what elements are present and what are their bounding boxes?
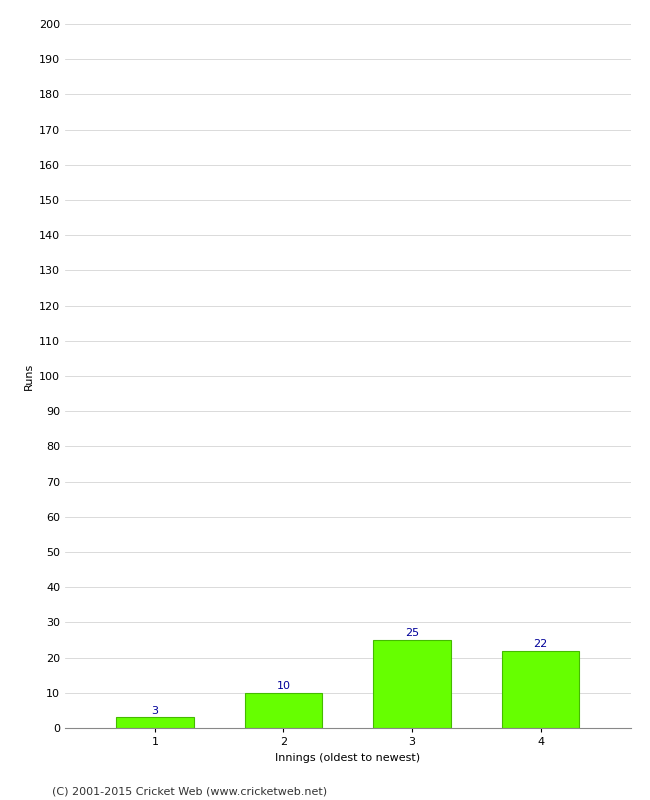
Y-axis label: Runs: Runs: [23, 362, 33, 390]
Text: 22: 22: [534, 638, 548, 649]
Bar: [116, 718, 194, 728]
Bar: [374, 640, 450, 728]
Text: 10: 10: [276, 681, 291, 691]
Text: 3: 3: [151, 706, 159, 716]
Text: (C) 2001-2015 Cricket Web (www.cricketweb.net): (C) 2001-2015 Cricket Web (www.cricketwe…: [52, 786, 327, 796]
Bar: [245, 693, 322, 728]
X-axis label: Innings (oldest to newest): Innings (oldest to newest): [275, 753, 421, 762]
Text: 25: 25: [405, 628, 419, 638]
Bar: [502, 650, 579, 728]
